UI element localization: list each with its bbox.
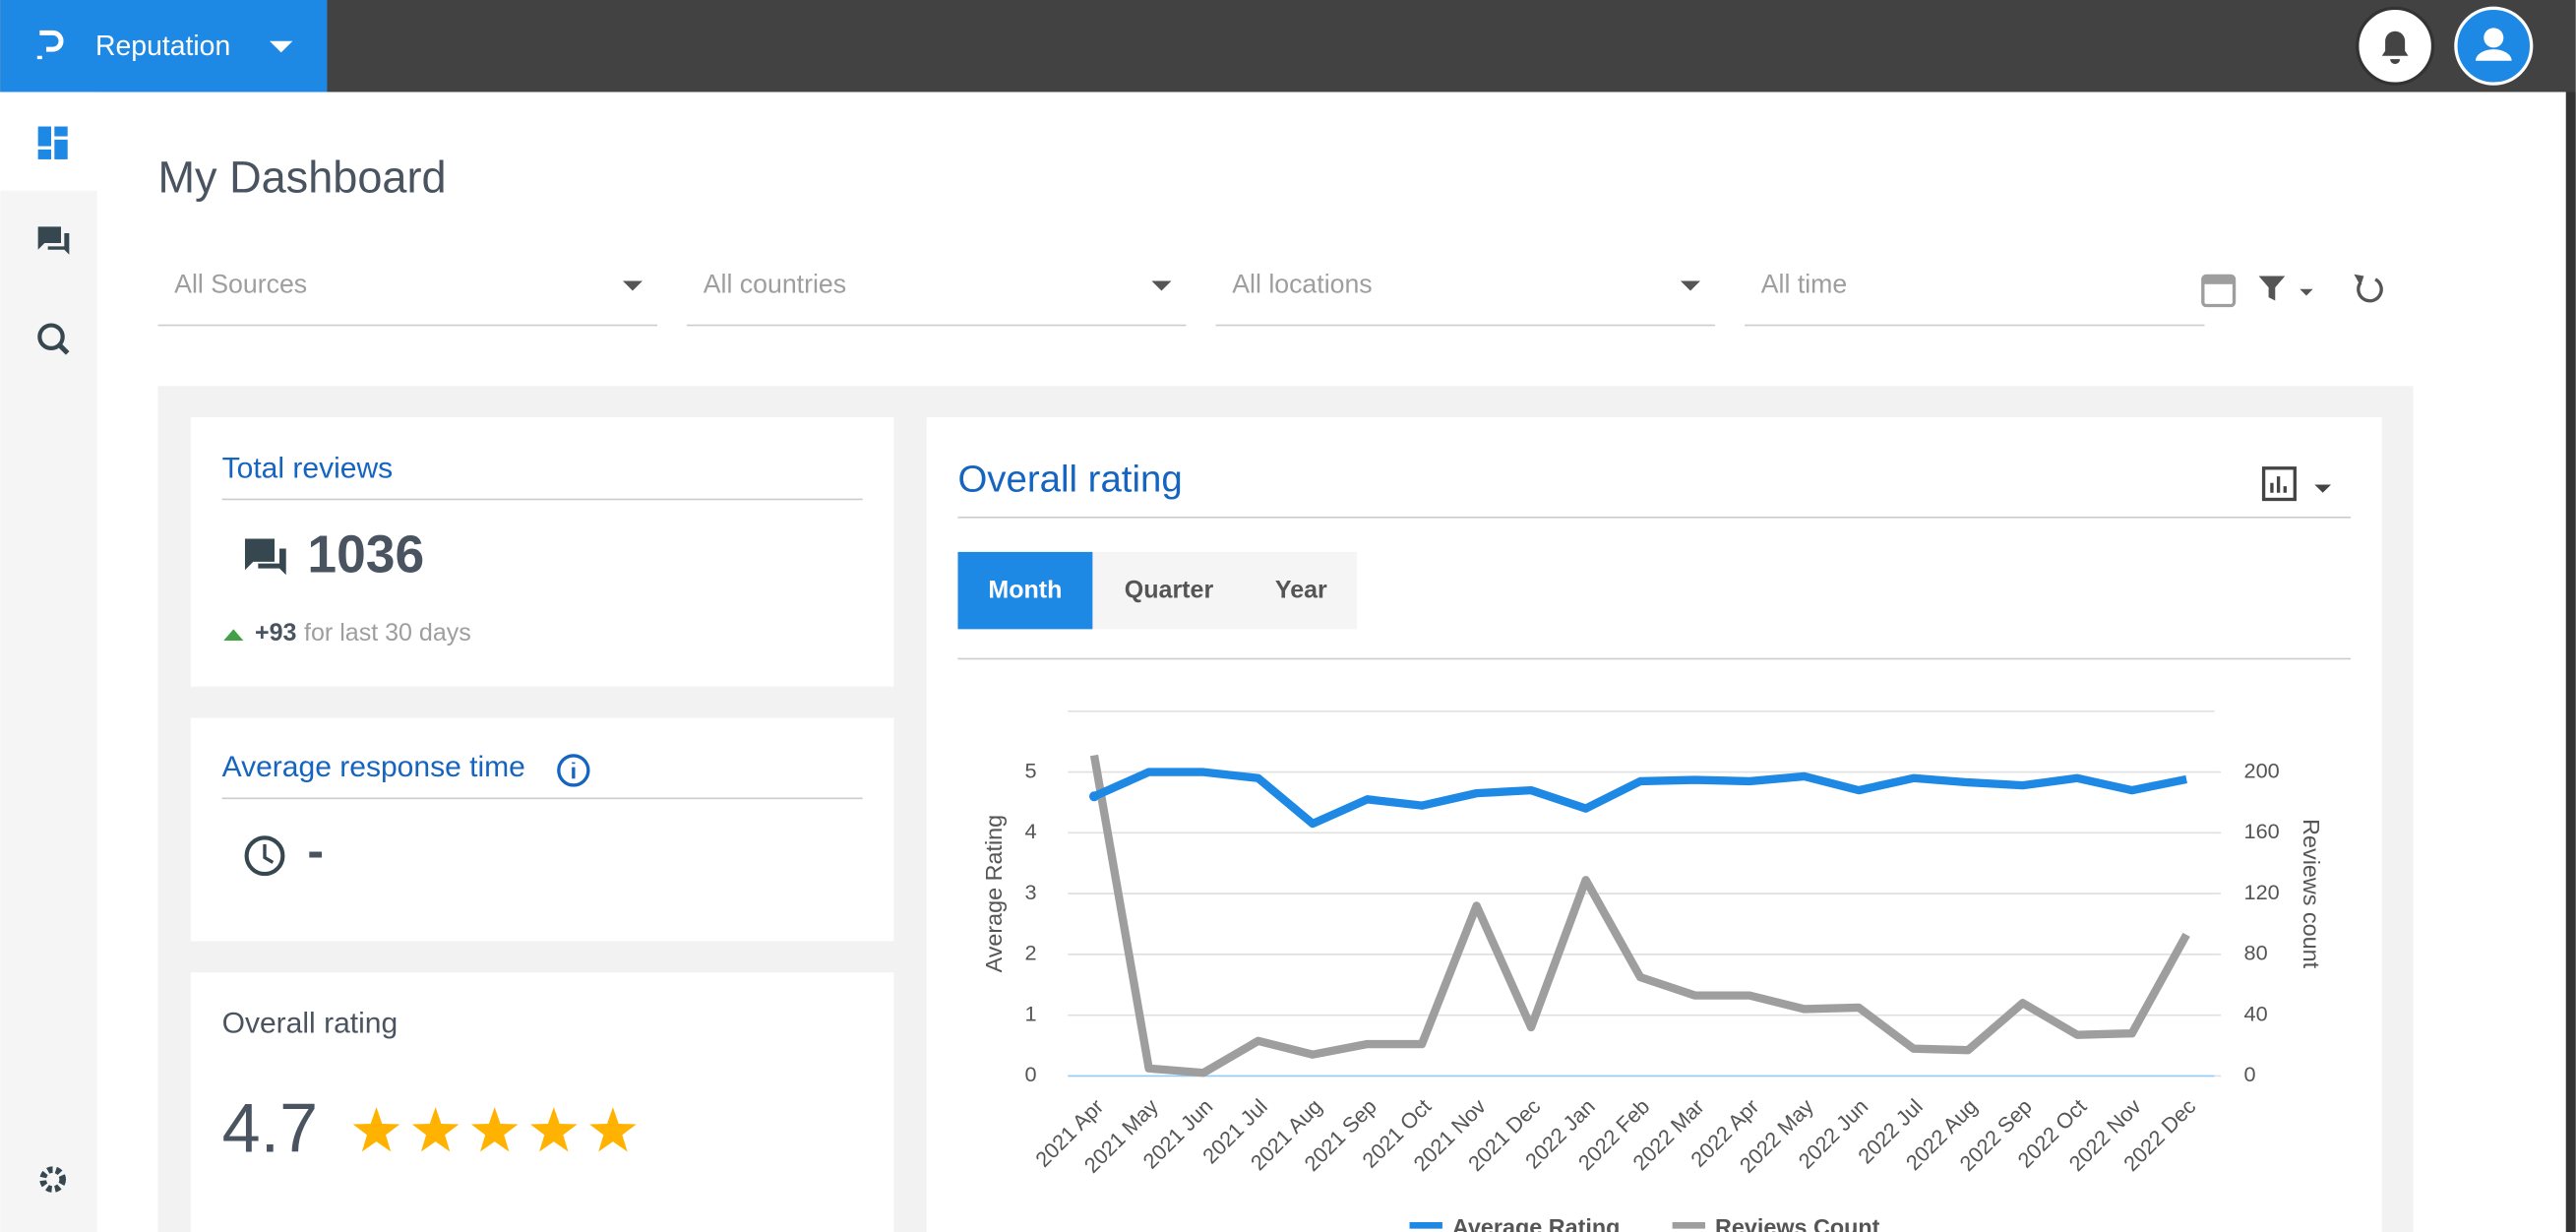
app-switcher[interactable]	[0, 0, 328, 92]
y2-tick-label: 200	[2244, 758, 2280, 782]
tab[interactable]: Month	[988, 577, 1062, 604]
up-arrow	[223, 629, 244, 642]
y-tick-label: 4	[1025, 819, 1037, 843]
total-reviews-value: 1036	[307, 526, 424, 585]
clock-hands	[263, 844, 275, 864]
y2-tick-label: 120	[2244, 880, 2280, 904]
y-tick-label: 2	[1025, 941, 1037, 965]
card-title: Average response time	[222, 751, 525, 783]
logo	[36, 30, 64, 60]
rating-stars	[352, 1107, 637, 1152]
series-line	[1089, 754, 2190, 1078]
reset-button[interactable]	[2357, 277, 2383, 303]
sidebar	[0, 92, 97, 1232]
filter-caret	[2300, 288, 2313, 296]
response-time-card	[190, 717, 894, 942]
legend-label[interactable]: Reviews Count	[1715, 1214, 1880, 1232]
top-bar	[0, 0, 2576, 92]
tab[interactable]: Year	[1275, 577, 1327, 604]
filter-label[interactable]: All locations	[1232, 270, 1372, 299]
search-icon[interactable]	[37, 323, 65, 350]
y2-tick-label: 80	[2244, 941, 2268, 965]
reviews-icon	[244, 538, 286, 576]
filter-button[interactable]	[2258, 276, 2286, 301]
user-icon	[2475, 49, 2512, 61]
y-tick-label: 3	[1025, 880, 1037, 904]
filter-caret	[1151, 280, 1172, 291]
legend-label[interactable]: Average Rating	[1452, 1214, 1620, 1232]
overall-rating-card	[190, 972, 894, 1232]
total-reviews-card	[190, 417, 894, 687]
overall-rating-value: 4.7	[222, 1089, 318, 1166]
reset-arrow	[2354, 274, 2364, 286]
star	[529, 1107, 578, 1152]
dropdown-caret	[270, 40, 293, 53]
chart-type-button[interactable]	[2261, 466, 2332, 502]
info-icon[interactable]	[557, 754, 590, 787]
settings-icon[interactable]	[39, 1166, 67, 1193]
reviews-icon[interactable]	[37, 226, 70, 255]
search-icon-handle	[57, 342, 70, 355]
card-title: Overall rating	[222, 1008, 399, 1040]
data-point	[1089, 791, 1100, 802]
star	[470, 1107, 519, 1152]
star	[411, 1107, 460, 1152]
app-name: Reputation	[95, 31, 230, 62]
y-tick-label: 0	[1025, 1062, 1037, 1086]
calendar-icon[interactable]	[2201, 274, 2237, 308]
clock-icon	[244, 835, 285, 877]
y2-tick-label: 0	[2244, 1062, 2256, 1086]
y-tick-label: 1	[1025, 1001, 1037, 1025]
filter-label[interactable]: All countries	[704, 270, 846, 299]
series-line	[1092, 768, 2187, 829]
tab[interactable]: Quarter	[1125, 577, 1214, 604]
y2-tick-label: 40	[2244, 1001, 2268, 1025]
chart-panel-title: Overall rating	[957, 458, 1182, 500]
user-icon	[2484, 28, 2504, 48]
window-edge	[2565, 92, 2576, 1232]
response-time-value: -	[307, 823, 324, 878]
page-title: My Dashboard	[157, 153, 446, 203]
filter-caret	[1680, 280, 1701, 291]
y2-tick-label: 160	[2244, 819, 2280, 843]
star	[352, 1107, 400, 1152]
star	[589, 1107, 637, 1152]
filter-label[interactable]: All Sources	[174, 270, 307, 299]
y2-axis-title: Reviews count	[2299, 819, 2324, 968]
filter-caret	[622, 280, 643, 291]
tab-active[interactable]	[957, 551, 1093, 630]
filter-label[interactable]: All time	[1761, 270, 1848, 299]
card-title: Total reviews	[222, 452, 394, 484]
bell-icon	[2381, 31, 2409, 65]
reviews-change: +93	[255, 619, 297, 647]
y-tick-label: 5	[1025, 758, 1037, 782]
reviews-change-text: for last 30 days	[304, 619, 471, 647]
dashboard-icon[interactable]	[37, 126, 68, 159]
y-axis-title: Average Rating	[981, 815, 1007, 973]
